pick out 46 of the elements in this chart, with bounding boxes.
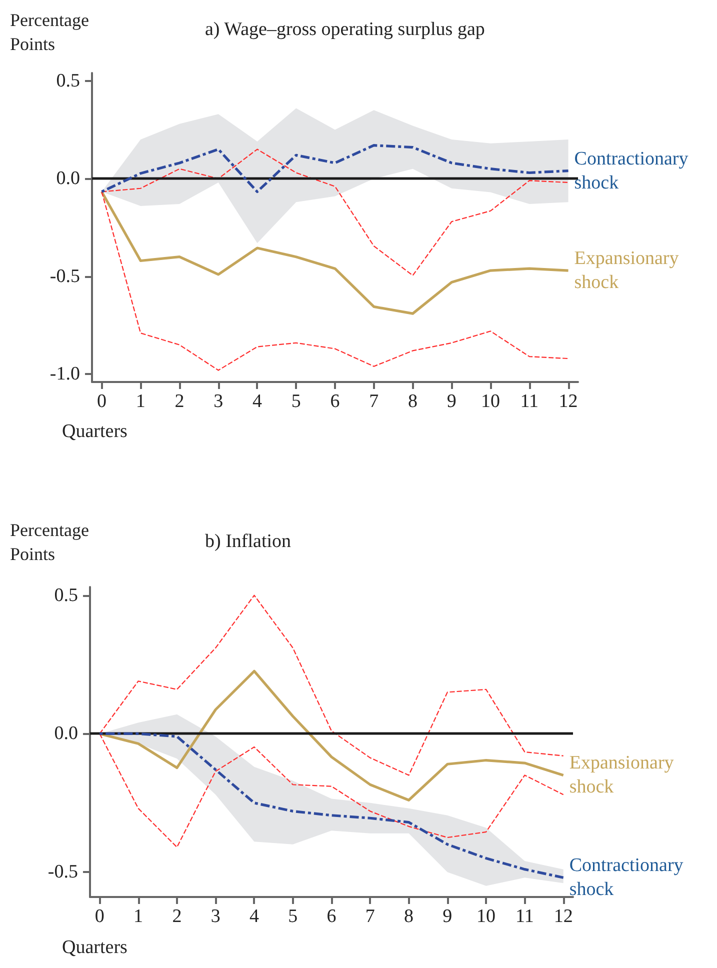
x-tick-label: 2 bbox=[172, 906, 182, 927]
x-tick-label: 9 bbox=[446, 391, 456, 412]
x-tick-label: 0 bbox=[96, 391, 106, 412]
chart-title: a) Wage–gross operating surplus gap bbox=[205, 19, 485, 40]
x-tick-label: 0 bbox=[94, 906, 104, 927]
y-tick-label: -1.0 bbox=[50, 364, 80, 385]
line-series bbox=[100, 190, 570, 315]
series-label: Contractionary shock bbox=[569, 855, 688, 900]
x-tick-label: 1 bbox=[136, 391, 146, 412]
x-tick-label: 11 bbox=[520, 391, 539, 412]
x-axis-title: Quarters bbox=[62, 421, 128, 442]
y-tick-label: -0.5 bbox=[50, 266, 80, 287]
x-tick-label: 1 bbox=[134, 906, 144, 927]
y-axis-title: Percentage Points bbox=[10, 520, 94, 564]
line-series bbox=[100, 144, 570, 194]
y-tick-label: 0.0 bbox=[54, 723, 78, 744]
y-axis-title: Percentage Points bbox=[10, 10, 94, 54]
x-tick-label: 6 bbox=[330, 391, 340, 412]
x-tick-label: 3 bbox=[210, 906, 220, 927]
y-tick-label: 0.5 bbox=[54, 584, 78, 606]
x-tick-label: 10 bbox=[481, 391, 500, 412]
x-tick-label: 9 bbox=[442, 906, 452, 927]
x-tick-label: 12 bbox=[554, 906, 573, 927]
x-tick-label: 5 bbox=[288, 906, 298, 927]
x-tick-label: 2 bbox=[174, 391, 184, 412]
y-tick-label: 0.0 bbox=[56, 168, 80, 190]
x-tick-label: 5 bbox=[291, 391, 301, 412]
x-tick-label: 7 bbox=[369, 391, 379, 412]
series-label: Expansionary shock bbox=[574, 248, 684, 294]
x-tick-label: 6 bbox=[326, 906, 336, 927]
series-label: Expansionary shock bbox=[569, 752, 679, 798]
x-axis-title: Quarters bbox=[62, 937, 128, 958]
x-tick-label: 7 bbox=[365, 906, 375, 927]
y-tick-label: 0.5 bbox=[56, 70, 80, 92]
chart-title: b) Inflation bbox=[205, 531, 292, 552]
x-tick-label: 10 bbox=[476, 906, 496, 927]
x-tick-label: 8 bbox=[404, 906, 414, 927]
y-tick-label: -0.5 bbox=[48, 862, 78, 883]
x-tick-label: 12 bbox=[558, 391, 578, 412]
x-tick-label: 4 bbox=[249, 906, 260, 927]
x-tick-label: 11 bbox=[516, 906, 534, 927]
x-tick-label: 8 bbox=[408, 391, 418, 412]
series-label: Contractionary shock bbox=[574, 148, 693, 194]
x-tick-label: 4 bbox=[252, 391, 262, 412]
line-series bbox=[98, 670, 565, 802]
x-tick-label: 3 bbox=[214, 391, 224, 412]
